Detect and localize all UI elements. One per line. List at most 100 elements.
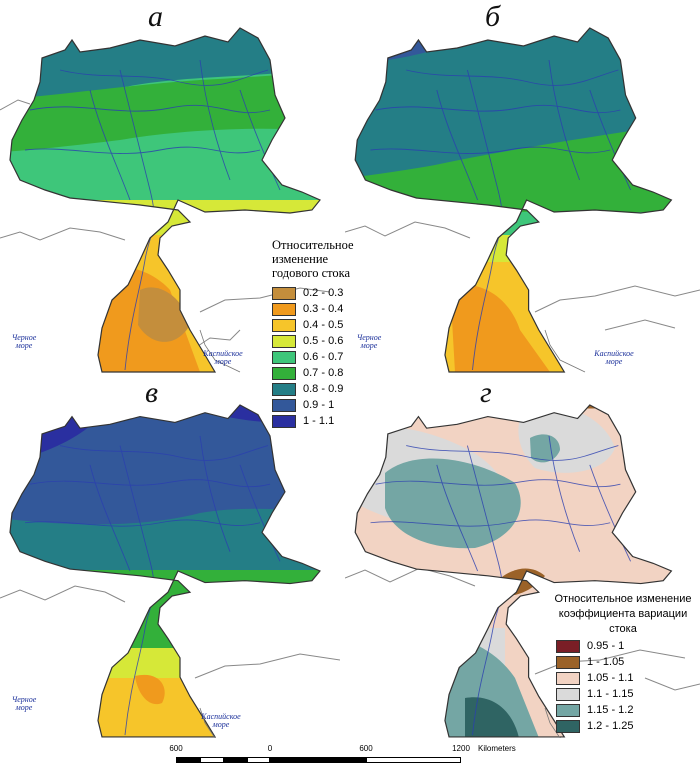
scale-label: 0 [267,744,273,753]
legend-cv: Относительное изменение коэффициента вар… [548,592,698,734]
legend-items: 0.95 - 1 1 - 1.05 1.05 - 1.1 1.1 - 1.15 1.15… [548,638,698,734]
river [199,435,231,552]
legend-item: 1.2 - 1.25 [556,718,698,734]
river [29,104,271,114]
black-sea-label: Черное море [11,695,37,713]
river [89,89,131,201]
legend-swatch [556,655,580,669]
legend-item: 0.9 - 1 [272,397,368,413]
river [89,464,131,572]
map-c-svg [0,404,340,738]
map-zone [135,674,165,705]
river [375,104,621,114]
coastline [199,329,241,373]
river [29,479,271,488]
black-sea-label: Черное море [11,333,37,351]
map-panel-b: б Черное море Каспийское море [345,0,700,375]
legend-swatch [272,414,296,428]
map-zone [440,405,475,419]
river [548,435,581,552]
legend-label: 0.7 - 0.8 [303,367,344,379]
river [406,69,619,86]
scale-segment [366,757,461,763]
legend-swatch [272,398,296,412]
map-panel-c: в Черное море Каспийское море [0,378,340,738]
legend-swatch [272,366,296,380]
legend-item: 0.95 - 1 [556,638,698,654]
scale-segment [176,757,200,763]
legend-label: 0.8 - 0.9 [303,383,344,395]
panel-letter: а [148,0,163,33]
river [59,69,269,86]
legend-item: 1 - 1.1 [272,413,368,429]
coastline [199,707,216,738]
legend-label: 0.3 - 0.4 [303,303,344,315]
legend-label: 0.4 - 0.5 [303,319,344,331]
legend-item: 1.1 - 1.15 [556,686,698,702]
scale-bar: 600 0 600 1200 Kilometers [160,737,700,765]
legend-label: 1.2 - 1.25 [587,720,634,732]
river [406,445,619,461]
map-zone [138,287,190,342]
legend-label: 1.1 - 1.15 [587,688,634,700]
map-zone [10,678,320,737]
neighbor-borders [0,585,340,679]
legend-swatch [272,334,296,348]
river [24,519,261,527]
legend-items: 0.2 - 0.3 0.3 - 0.4 0.4 - 0.5 0.5 - 0.6 0.6 … [272,285,368,429]
caspian-sea-label: Каспийское море [201,712,241,730]
legend-item: 1.05 - 1.1 [556,670,698,686]
scale-segment [224,757,247,763]
legend-item: 0.5 - 0.6 [272,333,368,349]
caspian-sea-label: Каспийское море [203,349,243,367]
map-zone [10,70,320,152]
legend-label: 1.15 - 1.2 [587,704,634,716]
legend-label: 0.6 - 0.7 [303,351,344,363]
legend-title: Относительное изменение коэффициента вар… [554,593,692,635]
legend-label: 0.5 - 0.6 [303,335,344,347]
legend-swatch [272,318,296,332]
legend-item: 0.3 - 0.4 [272,301,368,317]
scale-segment [247,757,270,763]
river [199,59,231,181]
panel-letter: б [485,0,501,33]
map-d-svg [345,404,700,738]
legend-item: 0.7 - 0.8 [272,365,368,381]
neighbor-borders [345,567,700,691]
river [24,146,261,154]
black-sea-label: Черное море [356,333,382,351]
panel-letter: в [145,376,159,409]
legend-label: 0.2 - 0.3 [303,287,344,299]
legend-swatch [556,687,580,701]
river [436,464,479,572]
legend-item: 0.6 - 0.7 [272,349,368,365]
legend-item: 0.4 - 0.5 [272,317,368,333]
legend-swatch [272,286,296,300]
legend-item: 0.8 - 0.9 [272,381,368,397]
legend-label: 0.95 - 1 [587,640,625,652]
map-zone [550,405,613,409]
legend-label: 1 - 1.1 [303,415,335,427]
river [436,89,479,201]
river [370,146,611,154]
neighbor-borders [345,221,700,331]
scale-unit: Kilometers [478,744,516,753]
river-network [24,59,281,371]
legend-swatch [556,671,580,685]
river [370,519,611,527]
river [589,89,632,191]
legend-swatch [556,639,580,653]
legend-label: 1.05 - 1.1 [587,672,634,684]
panel-letter: г [480,376,492,409]
legend-runoff: Относительное изменение годового стока 0… [272,238,368,429]
scale-label: 600 [169,744,183,753]
river [375,479,621,488]
map-panel-d: г [345,378,700,738]
coastline [544,707,561,738]
coastline [544,329,586,373]
legend-title: Относительное изменение годового стока [272,238,354,280]
river [239,89,281,191]
caspian-sea-label: Каспийское море [594,349,634,367]
legend-swatch [556,719,580,733]
legend-label: 1 - 1.05 [587,656,625,668]
